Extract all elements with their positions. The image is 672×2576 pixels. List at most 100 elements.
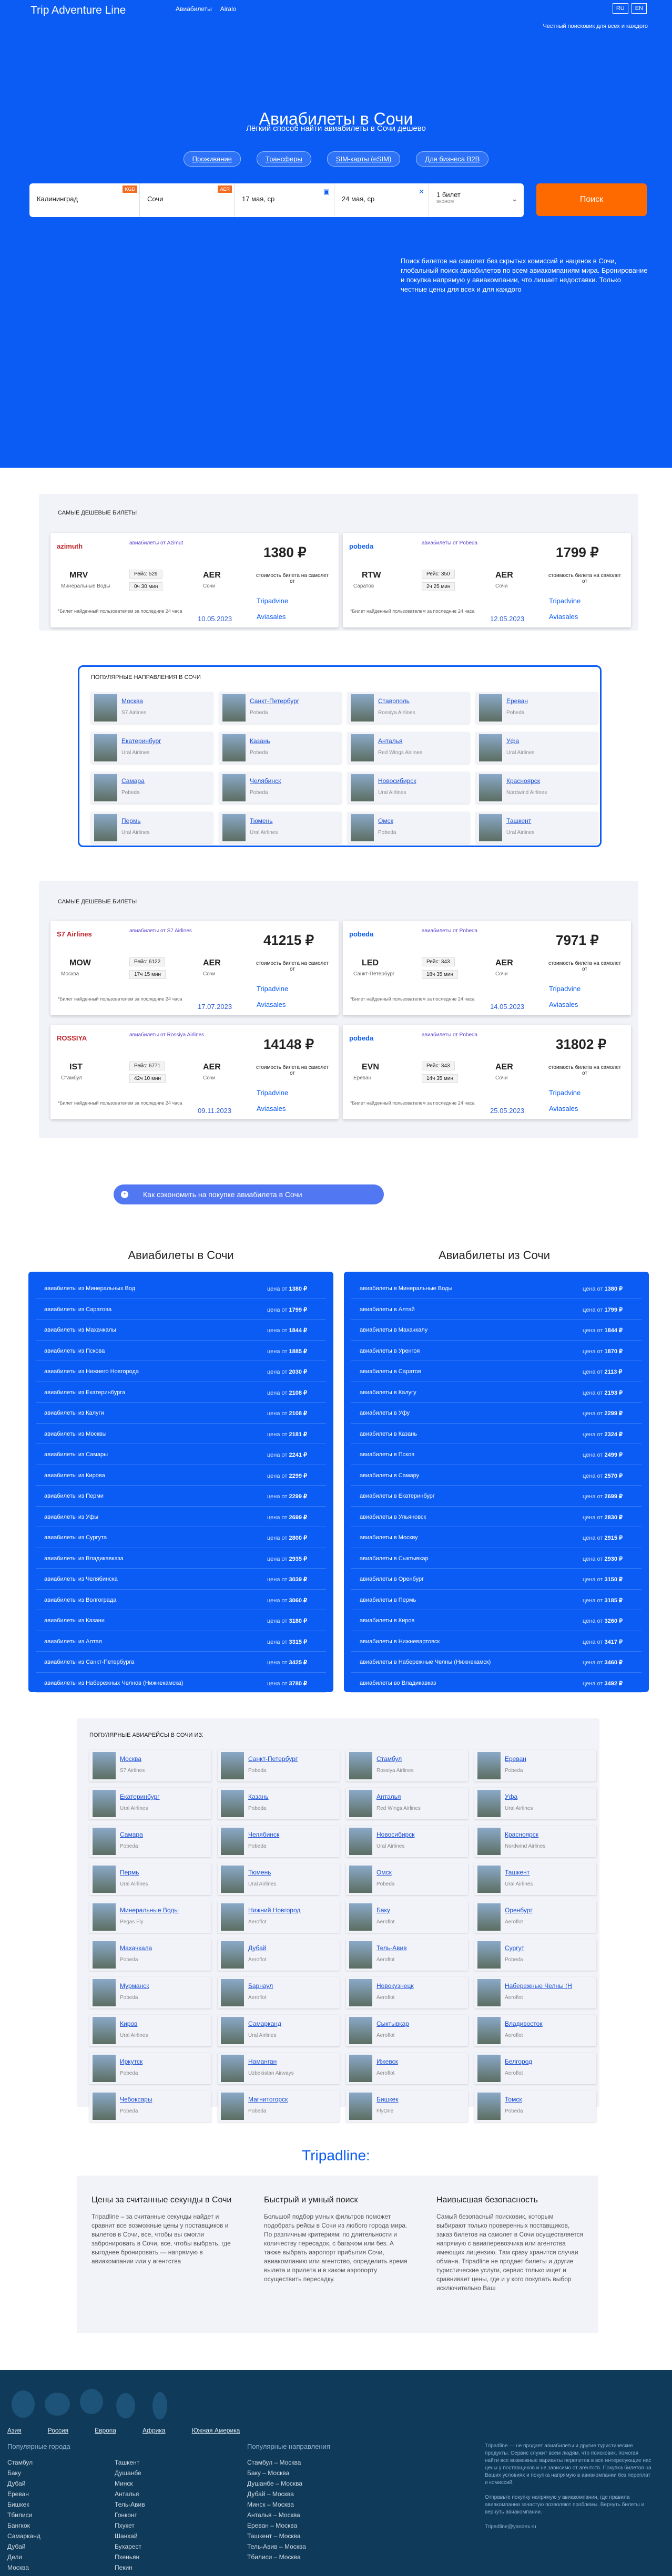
destination-card[interactable]: Красноярск Nordwind Airlines bbox=[476, 772, 598, 803]
nav-flights[interactable]: Авиабилеты bbox=[176, 5, 212, 13]
city-link[interactable]: Ставрполь bbox=[378, 697, 410, 705]
destination-card[interactable]: Киров Ural Airlines bbox=[89, 2015, 211, 2046]
city-link[interactable]: Махачкала bbox=[120, 1944, 152, 1952]
route-row[interactable]: авиабилеты в Набережные Челны (Нижнекамс… bbox=[351, 1652, 642, 1673]
footer-link[interactable]: Баку – Москва bbox=[247, 2469, 290, 2477]
contact-email[interactable]: Tripadline@yandex.ru bbox=[485, 2524, 536, 2530]
route-row[interactable]: авиабилеты из Калуги цена от 2108 ₽ bbox=[36, 1403, 326, 1424]
footer-link[interactable]: Дубай bbox=[7, 2543, 26, 2550]
footer-link[interactable]: Дубай – Москва bbox=[247, 2490, 294, 2498]
route-row[interactable]: авиабилеты в Сыктывкар цена от 2930 ₽ bbox=[351, 1548, 642, 1569]
route-label[interactable]: авиабилеты в Псков bbox=[360, 1451, 415, 1458]
route-row[interactable]: авиабилеты в Уфу цена от 2299 ₽ bbox=[351, 1403, 642, 1424]
destination-card[interactable]: Сыктывкар Aeroflot bbox=[346, 2015, 468, 2046]
destination-card[interactable]: Красноярск Nordwind Airlines bbox=[474, 1826, 596, 1857]
city-link[interactable]: Челябинск bbox=[248, 1831, 280, 1838]
route-label[interactable]: авиабилеты из Екатеринбурга bbox=[44, 1389, 126, 1396]
destination-card[interactable]: Омск Pobeda bbox=[348, 812, 470, 843]
route-row[interactable]: авиабилеты во Владикавказ цена от 3492 ₽ bbox=[351, 1673, 642, 1693]
city-link[interactable]: Сургут bbox=[505, 1944, 525, 1952]
route-row[interactable]: авиабилеты из Перми цена от 2299 ₽ bbox=[36, 1486, 326, 1507]
region-south-america[interactable]: Южная Америка bbox=[191, 2427, 240, 2434]
route-row[interactable]: авиабилеты из Минеральных Вод цена от 138… bbox=[36, 1278, 326, 1299]
destination-card[interactable]: Самара Pobeda bbox=[89, 1826, 211, 1857]
route-label[interactable]: авиабилеты из Набережных Челнов (Нижнека… bbox=[44, 1679, 184, 1686]
ticket-card[interactable]: ROSSIYA авиабилеты от Rossiya Airlines 141… bbox=[50, 1025, 339, 1119]
destination-card[interactable]: Магнитогорск Pobeda bbox=[218, 2090, 340, 2122]
route-row[interactable]: авиабилеты в Самару цена от 2570 ₽ bbox=[351, 1465, 642, 1486]
passengers-field[interactable]: 1 билет эконом ⌄ bbox=[429, 183, 524, 217]
route-row[interactable]: авиабилеты в Саратов цена от 2113 ₽ bbox=[351, 1361, 642, 1382]
footer-link[interactable]: Баку bbox=[7, 2469, 21, 2477]
route-row[interactable]: авиабилеты из Сургута цена от 2800 ₽ bbox=[36, 1527, 326, 1548]
destination-card[interactable]: Челябинск Pobeda bbox=[218, 1826, 340, 1857]
route-label[interactable]: авиабилеты из Саратова bbox=[44, 1306, 112, 1313]
destination-card[interactable]: Минеральные Воды Pegas Fly bbox=[89, 1901, 211, 1933]
route-label[interactable]: авиабилеты в Минеральные Воды bbox=[360, 1285, 453, 1292]
destination-card[interactable]: Баку Aeroflot bbox=[346, 1901, 468, 1933]
destination-card[interactable]: Нижний Новгород Aeroflot bbox=[218, 1901, 340, 1933]
city-link[interactable]: Барнаул bbox=[248, 1982, 273, 1990]
lang-ru[interactable]: RU bbox=[612, 3, 628, 14]
route-label[interactable]: авиабилеты из Уфы bbox=[44, 1513, 99, 1520]
route-row[interactable]: авиабилеты в Алтай цена от 1799 ₽ bbox=[351, 1299, 642, 1320]
destination-card[interactable]: Москва S7 Airlines bbox=[91, 692, 213, 724]
destination-card[interactable]: Новосибирск Ural Airlines bbox=[346, 1826, 468, 1857]
ticket-card[interactable]: S7 Airlines авиабилеты от S7 Airlines 4121… bbox=[50, 921, 339, 1015]
city-link[interactable]: Тюмень bbox=[250, 817, 273, 825]
destination-card[interactable]: Омск Pobeda bbox=[346, 1863, 468, 1895]
city-link[interactable]: Екатеринбург bbox=[121, 737, 161, 745]
footer-link[interactable]: Гонконг bbox=[115, 2511, 137, 2519]
city-link[interactable]: Мурманск bbox=[120, 1982, 149, 1990]
route-row[interactable]: авиабилеты из Кирова цена от 2299 ₽ bbox=[36, 1465, 326, 1486]
route-label[interactable]: авиабилеты в Ульяновск bbox=[360, 1513, 426, 1520]
city-link[interactable]: Самара bbox=[121, 777, 145, 785]
destination-card[interactable]: Тюмень Ural Airlines bbox=[218, 1863, 340, 1895]
airline-from[interactable]: авиабилеты от Rossiya Airlines bbox=[129, 1032, 205, 1038]
route-row[interactable]: авиабилеты в Минеральные Воды цена от 138… bbox=[351, 1278, 642, 1299]
route-row[interactable]: авиабилеты в Уренгоя цена от 1870 ₽ bbox=[351, 1341, 642, 1361]
footer-link[interactable]: Тбилиси bbox=[7, 2511, 33, 2519]
destination-card[interactable]: Ереван Pobeda bbox=[476, 692, 598, 724]
destination-field[interactable]: Сочи AER bbox=[140, 183, 235, 217]
city-link[interactable]: Уфа bbox=[506, 737, 520, 745]
city-link[interactable]: Новокузнецк bbox=[376, 1982, 414, 1990]
city-link[interactable]: Ташкент bbox=[505, 1869, 530, 1876]
aviasales-link[interactable]: Aviasales bbox=[257, 613, 286, 621]
destination-card[interactable]: Самарканд Ural Airlines bbox=[218, 2015, 340, 2046]
aviasales-link[interactable]: Aviasales bbox=[549, 613, 578, 621]
route-label[interactable]: авиабилеты из Пскова bbox=[44, 1347, 105, 1354]
destination-card[interactable]: Екатеринбург Ural Airlines bbox=[89, 1788, 211, 1819]
destination-card[interactable]: Наманган Uzbekistan Airways bbox=[218, 2053, 340, 2084]
footer-link[interactable]: Стамбул – Москва bbox=[247, 2459, 301, 2466]
city-link[interactable]: Владивосток bbox=[505, 2020, 543, 2027]
route-row[interactable]: авиабилеты в Киров цена от 3260 ₽ bbox=[351, 1610, 642, 1631]
route-row[interactable]: авиабилеты из Махачкалы цена от 1844 ₽ bbox=[36, 1320, 326, 1341]
city-link[interactable]: Чебоксары bbox=[120, 2096, 152, 2103]
city-link[interactable]: Самара bbox=[120, 1831, 143, 1838]
route-row[interactable]: авиабилеты из Уфы цена от 2699 ₽ bbox=[36, 1507, 326, 1527]
footer-link[interactable]: Минск bbox=[115, 2480, 133, 2487]
route-label[interactable]: авиабилеты из Сургута bbox=[44, 1534, 107, 1541]
destination-card[interactable]: Владивосток Aeroflot bbox=[474, 2015, 596, 2046]
city-link[interactable]: Красноярск bbox=[505, 1831, 539, 1838]
destination-card[interactable]: Анталья Red Wings Airlines bbox=[346, 1788, 468, 1819]
city-link[interactable]: Челябинск bbox=[250, 777, 281, 785]
route-row[interactable]: авиабилеты из Волгограда цена от 3060 ₽ bbox=[36, 1590, 326, 1610]
destination-card[interactable]: Тель-Авив Aeroflot bbox=[346, 1939, 468, 1971]
destination-card[interactable]: Уфа Ural Airlines bbox=[476, 732, 598, 764]
footer-link[interactable]: Самарканд bbox=[7, 2532, 40, 2540]
footer-link[interactable]: Тель-Авив – Москва bbox=[247, 2543, 306, 2550]
city-link[interactable]: Тель-Авив bbox=[376, 1944, 407, 1952]
route-row[interactable]: авиабилеты из Владикавказа цена от 2935 ₽ bbox=[36, 1548, 326, 1569]
tripadvine-link[interactable]: Tripadvine bbox=[257, 597, 289, 605]
city-link[interactable]: Киров bbox=[120, 2020, 138, 2027]
city-link[interactable]: Оренбург bbox=[505, 1907, 533, 1914]
route-label[interactable]: авиабилеты из Челябинска bbox=[44, 1576, 118, 1582]
city-link[interactable]: Минеральные Воды bbox=[120, 1907, 179, 1914]
route-label[interactable]: авиабилеты в Махачкалу bbox=[360, 1327, 428, 1333]
pill-accommodation[interactable]: Проживание bbox=[183, 151, 241, 167]
aviasales-link[interactable]: Aviasales bbox=[549, 1001, 578, 1008]
tripadvine-link[interactable]: Tripadvine bbox=[549, 985, 581, 993]
footer-link[interactable]: Ташкент bbox=[115, 2459, 140, 2466]
